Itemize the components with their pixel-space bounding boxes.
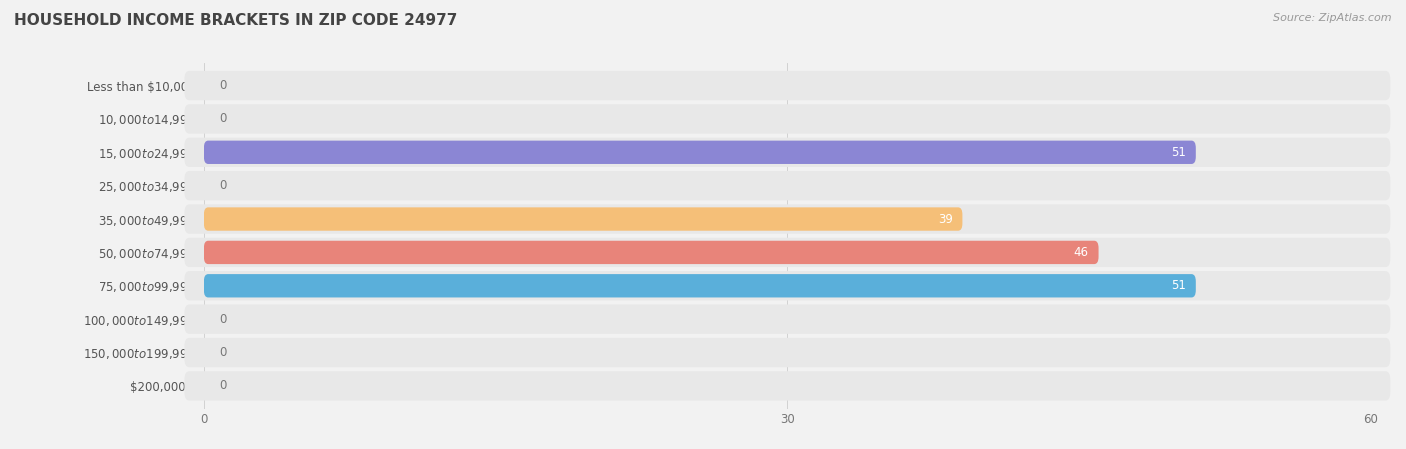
FancyBboxPatch shape [184,71,1391,100]
FancyBboxPatch shape [184,104,1391,134]
FancyBboxPatch shape [204,207,962,231]
FancyBboxPatch shape [204,141,1195,164]
FancyBboxPatch shape [184,304,1391,334]
FancyBboxPatch shape [184,204,1391,234]
Text: Source: ZipAtlas.com: Source: ZipAtlas.com [1274,13,1392,23]
FancyBboxPatch shape [204,241,1098,264]
FancyBboxPatch shape [184,338,1391,367]
FancyBboxPatch shape [204,274,1195,298]
Text: 0: 0 [219,112,226,125]
Text: 0: 0 [219,379,226,392]
Text: HOUSEHOLD INCOME BRACKETS IN ZIP CODE 24977: HOUSEHOLD INCOME BRACKETS IN ZIP CODE 24… [14,13,457,28]
Text: 0: 0 [219,179,226,192]
FancyBboxPatch shape [184,371,1391,401]
Text: 0: 0 [219,313,226,326]
Text: 51: 51 [1171,279,1187,292]
Text: 39: 39 [938,212,953,225]
FancyBboxPatch shape [184,137,1391,167]
FancyBboxPatch shape [184,271,1391,300]
Text: 0: 0 [219,79,226,92]
Text: 46: 46 [1074,246,1088,259]
Text: 0: 0 [219,346,226,359]
FancyBboxPatch shape [184,238,1391,267]
Text: 51: 51 [1171,146,1187,159]
FancyBboxPatch shape [184,171,1391,200]
